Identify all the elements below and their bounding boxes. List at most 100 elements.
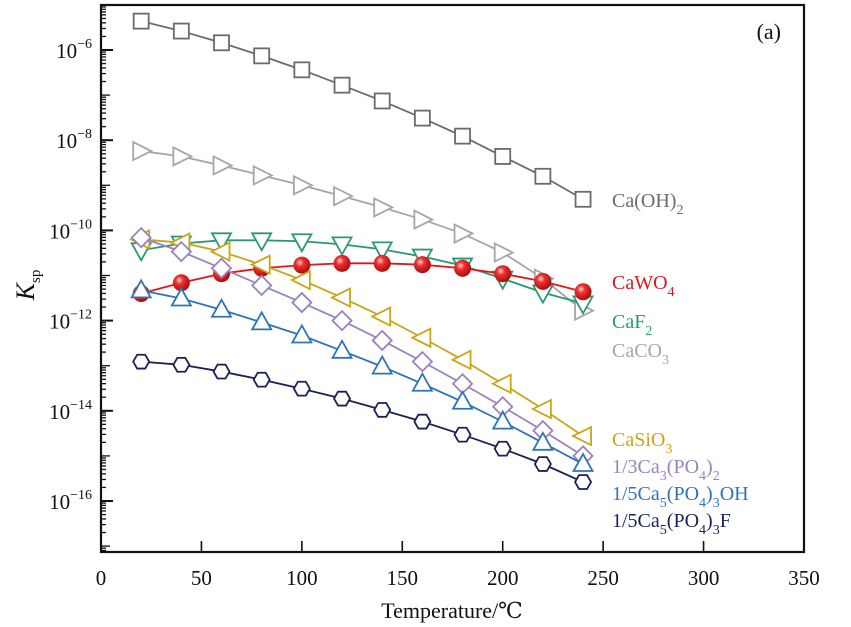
series-1-5ca5-po4-3f <box>132 353 593 490</box>
data-point-triangle-up <box>451 389 474 410</box>
data-point-sphere <box>574 283 592 301</box>
data-point-diamond <box>130 226 152 249</box>
x-tick-label: 0 <box>96 566 107 590</box>
data-point-diamond <box>250 274 273 297</box>
data-point-hexagon <box>493 440 512 457</box>
x-tick-label: 200 <box>487 566 519 590</box>
data-point-triangle-left <box>330 287 351 309</box>
series-line <box>141 238 584 437</box>
series-caf2 <box>130 232 595 316</box>
y-axis-title-main: K <box>11 281 40 301</box>
data-point-hexagon <box>413 413 432 430</box>
data-point-sphere <box>534 272 552 290</box>
series-line <box>140 262 584 295</box>
x-tick-label: 100 <box>286 566 318 590</box>
data-point-triangle-left <box>571 425 592 447</box>
data-point-triangle-right <box>373 196 395 218</box>
x-tick-label: 350 <box>788 566 820 590</box>
data-point-triangle-left <box>370 306 392 327</box>
y-tick-label: 10−14 <box>49 398 92 424</box>
data-point-triangle-left <box>530 398 552 420</box>
series-label: CaF2 <box>612 311 652 339</box>
data-point-square <box>253 47 271 65</box>
data-point-triangle-right <box>132 140 154 162</box>
data-point-triangle-right <box>413 209 435 231</box>
x-axis: 0 50 100 150 200 250 300 350 <box>96 541 820 590</box>
data-point-hexagon <box>533 456 552 472</box>
series-line <box>140 236 584 457</box>
data-point-triangle-up <box>531 430 554 451</box>
x-tick-label: 50 <box>191 566 212 590</box>
data-point-triangle-up <box>130 278 153 299</box>
data-point-sphere <box>293 256 311 274</box>
y-tick-label: 10−6 <box>56 37 92 63</box>
series-layer <box>129 12 596 490</box>
data-point-square <box>333 76 351 94</box>
data-point-hexagon <box>292 380 311 397</box>
data-point-triangle-left <box>289 269 311 291</box>
series-cawo4 <box>132 254 592 303</box>
data-point-triangle-down <box>290 233 313 254</box>
y-tick-label: 10−16 <box>49 488 92 514</box>
data-point-sphere <box>413 256 431 274</box>
data-point-triangle-left <box>450 349 472 371</box>
series-line <box>141 239 584 305</box>
data-point-hexagon <box>172 356 191 373</box>
data-point-triangle-right <box>493 242 515 263</box>
y-axis-title: Ksp <box>11 270 44 302</box>
x-tick-label: 300 <box>688 566 720 590</box>
data-point-triangle-up <box>572 452 595 472</box>
plot-frame <box>99 3 806 554</box>
series-label: 1/5Ca5(PO4)3OH <box>612 483 749 511</box>
data-point-hexagon <box>252 371 271 388</box>
panel-label: (a) <box>757 19 781 44</box>
svg-text:Ksp: Ksp <box>11 270 44 302</box>
data-point-sphere <box>373 254 391 272</box>
x-axis-title: Temperature/℃ <box>381 598 523 623</box>
data-point-triangle-down <box>210 232 233 253</box>
data-point-triangle-up <box>411 371 434 392</box>
series-label: CaSiO3 <box>612 429 672 457</box>
y-axis-title-sub: sp <box>28 270 44 283</box>
data-point-hexagon <box>574 474 593 490</box>
data-point-hexagon <box>212 363 231 380</box>
x-tick-label: 150 <box>387 566 419 590</box>
data-point-square <box>413 109 431 127</box>
x-tick-label: 250 <box>587 566 619 590</box>
data-point-triangle-up <box>210 297 233 318</box>
data-point-triangle-down <box>250 232 273 253</box>
series-caco3 <box>132 140 596 322</box>
series-casio3 <box>129 228 592 447</box>
data-point-hexagon <box>453 426 472 443</box>
series-labels: Ca(OH)2CaCO3CaF2CaWO4CaSiO31/3Ca3(PO4)21… <box>612 190 749 538</box>
series-line <box>141 150 584 312</box>
data-point-triangle-up <box>371 354 394 375</box>
y-tick-label: 10−8 <box>56 127 92 153</box>
data-point-triangle-down <box>371 241 394 262</box>
data-point-sphere <box>333 254 351 272</box>
data-point-diamond <box>170 240 193 263</box>
data-point-square <box>494 148 512 165</box>
series-label: 1/5Ca5(PO4)3F <box>612 510 731 538</box>
data-point-square <box>213 34 230 52</box>
data-point-triangle-down <box>330 236 354 257</box>
data-point-triangle-up <box>330 338 354 359</box>
data-point-hexagon <box>132 353 151 370</box>
data-point-triangle-right <box>453 223 475 245</box>
data-point-sphere <box>172 274 190 292</box>
series-label: CaWO4 <box>612 272 675 300</box>
data-point-square <box>172 22 190 40</box>
series-label: Ca(OH)2 <box>612 190 683 218</box>
data-point-square <box>293 61 311 79</box>
data-point-triangle-left <box>209 241 231 263</box>
data-point-triangle-right <box>172 145 194 167</box>
data-point-triangle-left <box>410 327 432 349</box>
data-point-diamond <box>411 350 434 373</box>
data-point-triangle-left <box>490 373 512 395</box>
series-1-5ca5-po4-3oh <box>130 278 595 472</box>
data-point-triangle-left <box>249 254 271 276</box>
data-point-sphere <box>494 265 512 283</box>
series-line <box>141 360 584 483</box>
data-point-hexagon <box>332 390 352 407</box>
